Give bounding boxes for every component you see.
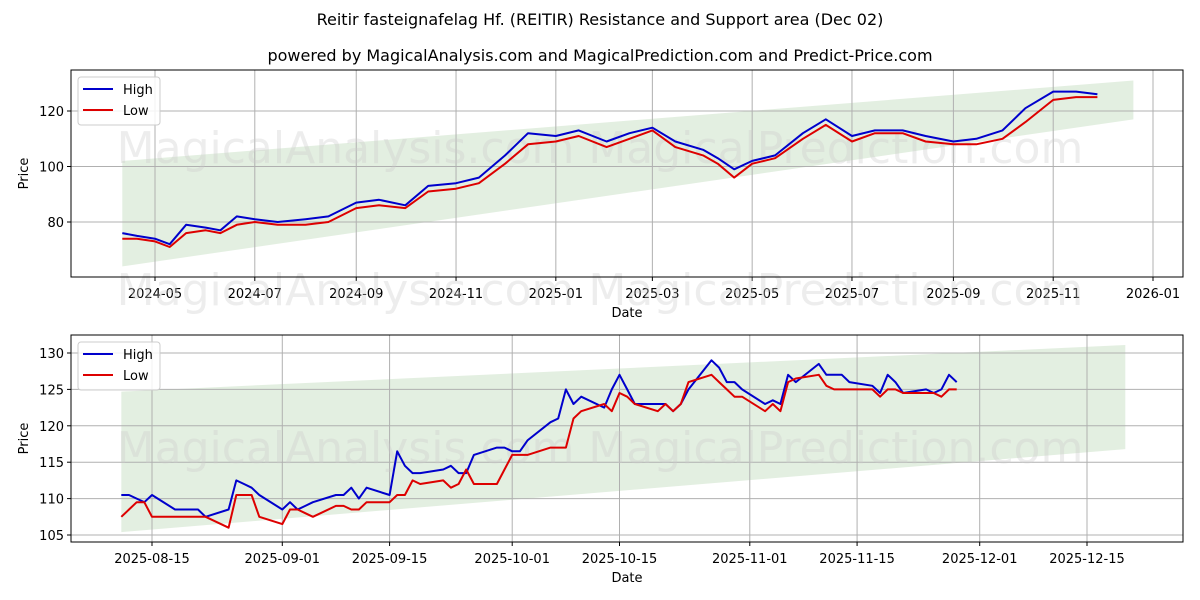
x-tick-label: 2025-05 [725,287,779,302]
chart-title: Reitir fasteignafelag Hf. (REITIR) Resis… [316,10,884,29]
x-tick-label: 2025-11-15 [819,552,895,567]
legend-label: Low [123,369,149,384]
full-history-chart: 80 100 120 2024-05 2024-07 2024-09 2024-11 2025… [17,69,1184,321]
y-tick-label: 125 [39,383,64,398]
watermark: MagicalAnalysis.com MagicalPrediction.co… [117,423,1084,474]
x-tick-label: 2025-11-01 [712,552,788,567]
y-axis-label: Price [17,158,32,190]
x-tick-label: 2025-09 [926,287,980,302]
x-tick-label: 2025-08-15 [114,552,190,567]
x-tick-label: 2025-10-01 [474,552,550,567]
x-tick-label: 2024-05 [128,287,182,302]
x-tick-label: 2025-07 [825,287,879,302]
x-tick-label: 2024-07 [228,287,282,302]
y-tick-label: 115 [39,456,64,471]
x-tick-label: 2025-09-01 [245,552,321,567]
y-tick-label: 120 [39,420,64,435]
low-price-line [122,96,1098,248]
low-price-line [120,373,957,529]
high-price-line [121,359,958,518]
axes-frame [70,69,1184,278]
legend-label: High [123,348,153,363]
legend-label: Low [123,104,149,119]
watermark: MagicalAnalysis.com MagicalPrediction.co… [117,123,1084,174]
recent-detail-chart: 105 110 115 120 125 130 2025-08-15 2025-09-01 20… [17,334,1184,586]
x-axis-label: Date [611,306,642,321]
x-tick-label: 2025-12-01 [942,552,1018,567]
y-tick-label: 80 [47,216,64,231]
y-tick-label: 120 [39,105,64,120]
y-tick-label: 100 [39,161,64,176]
y-tick-label: 110 [39,493,64,508]
watermark: MagicalAnalysis.com MagicalPrediction.co… [117,265,1084,316]
x-tick-label: 2025-09-15 [352,552,428,567]
y-tick-label: 130 [39,347,64,362]
x-tick-label: 2026-01 [1126,287,1180,302]
legend-label: High [123,83,153,98]
x-tick-label: 2025-12-15 [1049,552,1125,567]
support-resistance-band [122,80,1134,267]
legend: High Low [77,76,161,126]
x-tick-label: 2025-01 [529,287,583,302]
axes-frame [70,334,1184,543]
x-tick-label: 2025-11 [1026,287,1080,302]
x-tick-label: 2025-03 [625,287,679,302]
y-axis-label: Price [17,423,32,455]
x-tick-label: 2024-11 [429,287,483,302]
high-price-line [122,90,1098,246]
chart-subtitle: powered by MagicalAnalysis.com and Magic… [267,46,933,65]
y-tick-label: 105 [39,529,64,544]
x-tick-label: 2024-09 [329,287,383,302]
legend: High Low [77,341,161,391]
x-axis-label: Date [611,571,642,586]
x-tick-label: 2025-10-15 [582,552,658,567]
